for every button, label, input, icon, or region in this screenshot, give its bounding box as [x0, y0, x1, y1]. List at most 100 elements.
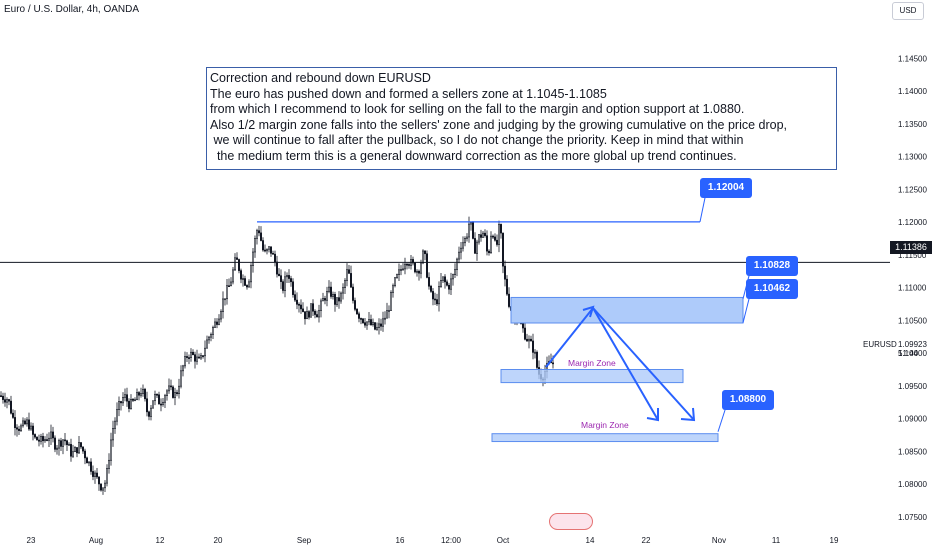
- candle-body: [269, 246, 272, 254]
- candle-body: [170, 385, 173, 388]
- candle-body: [317, 310, 320, 318]
- annotation-line: from which I recommend to look for selli…: [210, 102, 745, 116]
- candle-body: [51, 431, 54, 439]
- candle-body: [295, 299, 298, 305]
- candle-body: [244, 278, 247, 286]
- candle-body: [122, 397, 125, 404]
- candle-body: [186, 356, 189, 358]
- candle-body: [375, 327, 378, 330]
- callout-1-10462[interactable]: 1.10462: [746, 279, 798, 299]
- candle-body: [405, 263, 408, 266]
- callout-1-10828[interactable]: 1.10828: [746, 256, 798, 276]
- candle-body: [381, 318, 384, 327]
- candle-body: [35, 436, 38, 441]
- candle-body: [236, 257, 239, 260]
- candle-body: [423, 250, 426, 255]
- candle-body: [325, 291, 328, 301]
- candle-body: [281, 281, 284, 291]
- currency-button[interactable]: USD: [892, 2, 924, 20]
- candle-body: [329, 286, 332, 297]
- candle-body: [132, 398, 135, 401]
- arrowhead: [582, 305, 595, 318]
- candle-body: [6, 399, 9, 403]
- candle-body: [367, 319, 370, 323]
- candle-body: [259, 232, 262, 241]
- candle-body: [415, 270, 418, 273]
- candles: [0, 216, 554, 495]
- annotation-box[interactable]: Correction and rebound down EURUSD The e…: [206, 67, 837, 170]
- candle-body: [291, 281, 294, 295]
- candle-body: [192, 351, 195, 355]
- candle-body: [31, 425, 34, 435]
- y-tick-label: 1.13000: [898, 153, 927, 162]
- annotation-line: The euro has pushed down and formed a se…: [210, 86, 607, 101]
- candle-body: [349, 273, 352, 288]
- current-price: 1.09923 51:44: [898, 340, 927, 358]
- candle-body: [357, 313, 360, 319]
- candle-body: [271, 253, 274, 255]
- candle-body: [485, 235, 488, 252]
- candle-body: [429, 285, 432, 292]
- candle-body: [188, 357, 191, 359]
- candle-body: [210, 334, 213, 338]
- y-tick-label: 1.10000: [898, 349, 927, 358]
- candle-body: [190, 351, 193, 358]
- candle-body: [377, 323, 380, 328]
- candle-body: [148, 411, 151, 417]
- candle-body: [501, 232, 504, 267]
- candle-body: [160, 403, 163, 406]
- candle-body: [505, 278, 508, 295]
- candle-body: [371, 322, 374, 326]
- candle-body: [228, 285, 231, 288]
- candle-body: [383, 317, 386, 320]
- candle-body: [53, 437, 56, 450]
- callout-1-08800[interactable]: 1.08800: [722, 390, 774, 410]
- candle-body: [248, 281, 251, 288]
- candle-body: [168, 385, 171, 392]
- candle-body: [273, 253, 276, 263]
- candle-body: [435, 299, 438, 305]
- candle-body: [433, 298, 436, 301]
- candle-body: [252, 251, 255, 266]
- callout-1-12004[interactable]: 1.12004: [700, 178, 752, 198]
- candle-body: [479, 234, 482, 238]
- candle-body: [90, 461, 93, 472]
- candle-body: [455, 258, 458, 270]
- candle-body: [503, 265, 506, 280]
- candle-body: [365, 321, 368, 326]
- tradingview-logo: [549, 513, 593, 530]
- candle-body: [92, 471, 95, 477]
- x-tick-label: 16: [396, 536, 405, 545]
- candle-body: [196, 356, 199, 362]
- candle-body: [254, 238, 257, 253]
- candle-body: [311, 303, 314, 312]
- x-tick-label: 11: [772, 536, 781, 545]
- candle-body: [305, 311, 308, 320]
- candle-body: [255, 230, 258, 239]
- candle-body: [4, 399, 7, 403]
- candle-body: [246, 285, 249, 288]
- candle-body: [68, 444, 71, 446]
- candle-body: [194, 354, 197, 362]
- margin-zone-label-2: Margin Zone: [581, 420, 629, 430]
- candle-body: [250, 265, 253, 283]
- candle-body: [451, 274, 454, 280]
- candle-body: [55, 447, 58, 450]
- candle-body: [529, 338, 532, 342]
- candle-body: [174, 392, 177, 398]
- candle-body: [230, 281, 233, 287]
- sellers-zone: [510, 296, 744, 324]
- candle-body: [487, 250, 490, 254]
- candle-body: [439, 280, 442, 287]
- candle-body: [1, 395, 4, 400]
- candle-body: [94, 472, 97, 477]
- candle-body: [164, 395, 167, 403]
- candle-body: [411, 259, 414, 264]
- candle-body: [43, 439, 46, 442]
- candle-body: [19, 425, 22, 431]
- x-tick-label: 12: [156, 536, 165, 545]
- candle-body: [136, 392, 139, 401]
- symbol-title[interactable]: Euro / U.S. Dollar, 4h, OANDA: [4, 4, 140, 15]
- candle-body: [45, 439, 48, 441]
